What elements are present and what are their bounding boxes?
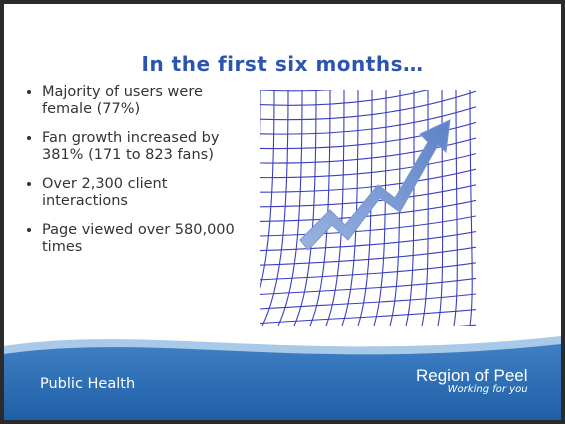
grid-line bbox=[260, 90, 476, 105]
grid-line bbox=[260, 216, 476, 236]
grid-line bbox=[260, 294, 476, 309]
grid-line bbox=[260, 90, 476, 91]
grid-line bbox=[278, 90, 302, 326]
grid-line bbox=[454, 90, 457, 326]
slide: In the first six months… Majority of use… bbox=[0, 0, 565, 424]
bullet: Over 2,300 client interactions bbox=[42, 176, 242, 210]
bullet: Fan growth increased by 381% (171 to 823… bbox=[42, 130, 242, 164]
grid-line bbox=[260, 310, 476, 324]
slide-title: In the first six months… bbox=[4, 52, 561, 76]
grid-line bbox=[262, 90, 288, 326]
grid-line bbox=[374, 90, 386, 326]
grid-line bbox=[260, 278, 476, 294]
grid-line bbox=[260, 154, 476, 178]
grid-line bbox=[294, 90, 316, 326]
page: In the first six months… Majority of use… bbox=[0, 0, 565, 424]
grid-line bbox=[422, 90, 428, 326]
logo: Region of Peel Working for you bbox=[416, 366, 528, 395]
growth-image bbox=[260, 90, 476, 326]
bullet: Majority of users were female (77%) bbox=[42, 84, 242, 118]
grid-line bbox=[260, 90, 274, 326]
bullet: Page viewed over 580,000 times bbox=[42, 222, 242, 256]
grid-line bbox=[470, 90, 472, 326]
bullet-list: Majority of users were female (77%) Fan … bbox=[22, 84, 242, 268]
footer-text: Public Health bbox=[40, 376, 135, 392]
logo-name: Region of Peel bbox=[416, 366, 528, 386]
grid-line bbox=[406, 90, 414, 326]
